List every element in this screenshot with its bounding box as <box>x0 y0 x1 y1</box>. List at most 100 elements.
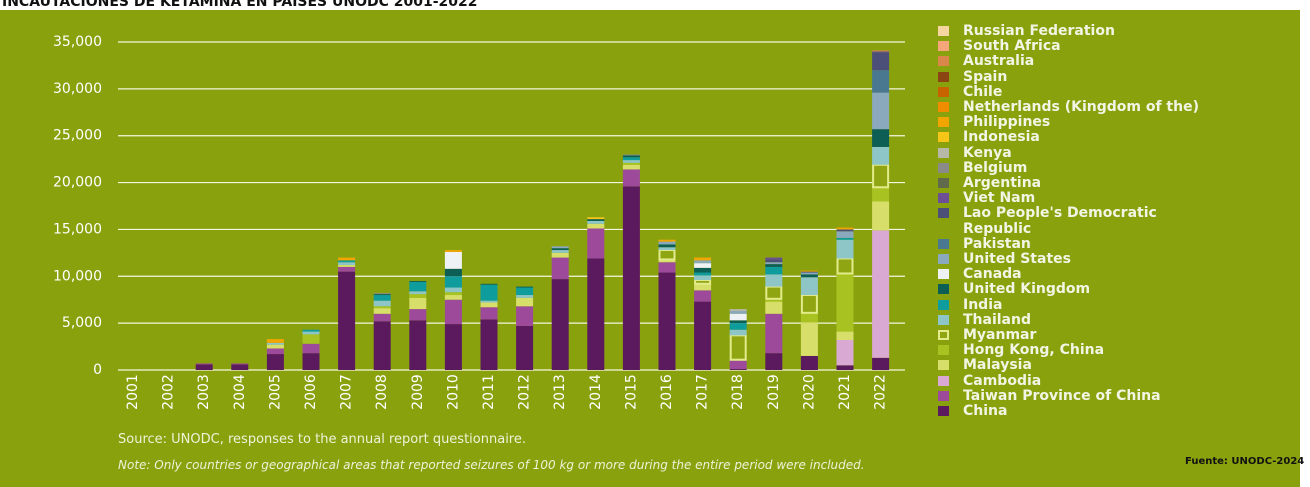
legend-label: Pakistan <box>963 235 1031 252</box>
bar-segment <box>622 169 640 187</box>
legend-item: Russian Federation <box>938 23 1203 39</box>
bar-segment <box>444 250 462 252</box>
legend-item: Malaysia <box>938 358 1203 373</box>
bar-segment <box>516 306 534 326</box>
legend-item: Taiwan Province of China <box>938 388 1203 404</box>
x-tick-label: 2005 <box>267 374 283 410</box>
bar-segment <box>302 334 320 344</box>
legend-item: South Africa <box>938 39 1203 54</box>
legend-label: Netherlands (Kingdom of the) <box>963 99 1199 116</box>
bar-segment <box>587 220 605 224</box>
bar-segment <box>551 279 569 370</box>
bar-segment <box>480 307 498 320</box>
bar-segment <box>729 369 747 370</box>
bar-segment <box>765 298 783 302</box>
bar-segment <box>694 260 712 264</box>
bar-segment <box>444 292 462 296</box>
bar-segment <box>872 52 890 71</box>
x-tick-label: 2022 <box>873 374 889 410</box>
x-tick-label: 2011 <box>481 374 497 410</box>
bar-segment <box>480 300 498 303</box>
legend-swatch <box>938 162 949 173</box>
legend-label: Kenya <box>963 144 1012 161</box>
bar-segment <box>480 283 498 285</box>
bar-segment <box>373 313 391 322</box>
y-tick-label: 5,000 <box>62 315 102 331</box>
bar-segment <box>872 230 890 358</box>
bar-segment <box>872 70 890 93</box>
legend-swatch <box>938 390 949 401</box>
bar-segment <box>373 294 391 296</box>
bar-segment <box>373 308 391 314</box>
legend-swatch <box>938 314 949 325</box>
bar-segment <box>622 160 640 163</box>
x-tick-label: 2008 <box>374 374 390 410</box>
bar-segment <box>516 297 534 307</box>
bar-segment <box>622 155 640 158</box>
bar-segment <box>444 287 462 293</box>
x-tick-label: 2001 <box>125 374 141 410</box>
bar-segment <box>338 271 356 370</box>
bar-segment <box>480 284 498 301</box>
bar-segment <box>480 302 498 308</box>
x-tick-label: 2002 <box>161 374 177 410</box>
bar-segment <box>836 331 854 341</box>
x-tick-label: 2004 <box>232 374 248 410</box>
legend-swatch <box>938 238 949 249</box>
x-tick-label: 2013 <box>552 374 568 410</box>
legend-item: Netherlands (Kingdom of the) <box>938 99 1203 116</box>
chart-title: INCAUTACIONES DE KETAMINA EN PAÍSES UNOD… <box>2 0 478 10</box>
bar-segment <box>872 357 890 370</box>
bar-segment <box>444 299 462 325</box>
credit: Fuente: UNODC-2024 <box>1185 456 1305 467</box>
legend-label: Argentina <box>963 175 1042 192</box>
y-tick-label: 20,000 <box>53 175 102 191</box>
legend-label: United States <box>963 251 1071 268</box>
bar-segment <box>694 290 712 302</box>
bar-segment <box>338 257 356 261</box>
bar-segment <box>444 268 462 277</box>
bar-segment <box>694 301 712 370</box>
bar-segment <box>444 251 462 269</box>
legend-item: Australia <box>938 54 1203 69</box>
bar-segment <box>409 281 427 292</box>
bar-segment <box>409 309 427 321</box>
bar-segment <box>266 348 284 355</box>
bar-segment <box>551 257 569 280</box>
bar-segment <box>765 264 783 267</box>
bar-segment <box>800 322 818 356</box>
bar-segment <box>409 280 427 282</box>
legend-label: India <box>963 296 1003 313</box>
x-tick-label: 2012 <box>517 374 533 410</box>
legend: Russian Federation South Africa Australia S… <box>938 23 1203 419</box>
bar-segment <box>658 262 676 273</box>
bar-segment <box>658 272 676 370</box>
legend-swatch <box>938 102 949 113</box>
legend-swatch <box>938 254 949 265</box>
legend-swatch <box>938 71 949 82</box>
legend-item: China <box>938 403 1203 419</box>
bar-segment <box>872 129 890 147</box>
legend-item: Viet Nam <box>938 191 1203 206</box>
bar-segment <box>231 364 249 370</box>
y-tick-label: 15,000 <box>53 221 102 237</box>
bar-segment <box>765 353 783 370</box>
legend-swatch <box>938 284 949 295</box>
bar-segment <box>765 266 783 275</box>
legend-swatch <box>938 41 949 52</box>
bar-segment <box>836 229 854 232</box>
legend-label: United Kingdom <box>963 281 1091 298</box>
legend-swatch <box>938 178 949 189</box>
x-tick-label: 2017 <box>695 374 711 410</box>
legend-label: South Africa <box>963 38 1061 55</box>
bar-segment <box>373 293 391 295</box>
bar-segment <box>800 294 818 314</box>
bar-segment <box>729 360 747 370</box>
bar-segment <box>729 313 747 321</box>
bar-segment <box>622 164 640 170</box>
legend-swatch <box>938 56 949 67</box>
legend-label: Lao People's Democratic Republic <box>963 205 1157 237</box>
bar-segment <box>338 265 356 267</box>
bar-segment <box>231 363 249 365</box>
